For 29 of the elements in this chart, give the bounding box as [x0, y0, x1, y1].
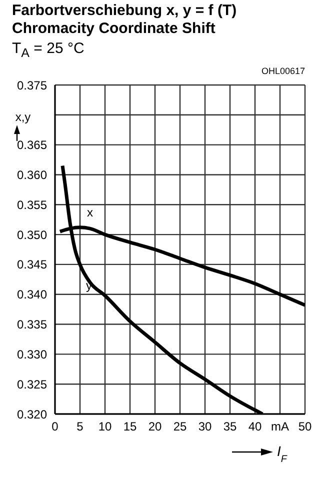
y-tick-label: 0.375 [16, 78, 48, 92]
y-tick-label: 0.335 [16, 318, 48, 332]
y-tick-label: 0.355 [16, 198, 48, 212]
text: T$_{A}$ = 25 °C [12, 40, 84, 60]
y-tick-label: 0.365 [16, 138, 48, 152]
x-tick-label: 50 [298, 420, 312, 434]
x-tick-label: 0 [52, 420, 59, 434]
y-axis-title: x,y [15, 110, 31, 124]
x-tick-label: 10 [98, 420, 112, 434]
x-tick-label: 25 [173, 420, 187, 434]
x-tick-label: 35 [223, 420, 237, 434]
x-tick-label: mA [271, 420, 289, 434]
chart-subtitle: Chromacity Coordinate Shift [12, 20, 216, 38]
series-label: x [87, 206, 93, 220]
x-tick-label: 30 [198, 420, 212, 434]
y-tick-label: 0.325 [16, 377, 48, 392]
y-tick-label: 0.350 [16, 228, 48, 242]
x-axis-title: I$_{F}$ [277, 443, 288, 464]
y-tick-label: 0.330 [16, 347, 48, 362]
text: OHL00617 [261, 66, 305, 76]
x-tick-label: 40 [248, 420, 262, 434]
x-tick-label: 20 [148, 420, 162, 434]
x-tick-label: 5 [76, 420, 84, 434]
chart-title: Farbortverschiebung x, y = f (T) [12, 2, 237, 20]
x-tick-label: 15 [123, 420, 137, 434]
y-tick-label: 0.340 [16, 288, 48, 302]
y-tick-label: 0.345 [16, 258, 48, 272]
y-tick-label: 0.320 [16, 407, 48, 422]
y-tick-label: 0.360 [16, 168, 48, 182]
